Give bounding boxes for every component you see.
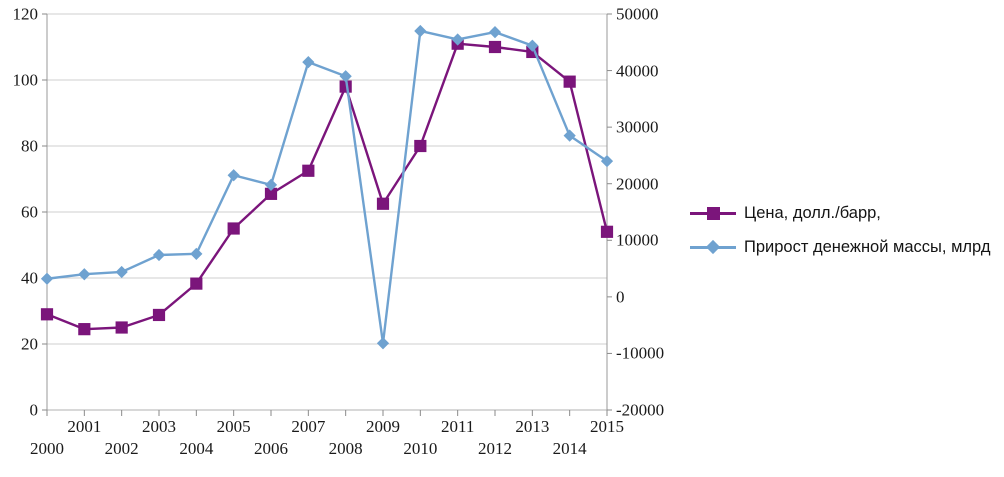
y-left-tick-label: 40 <box>21 268 38 288</box>
x-tick-label: 2004 <box>179 439 214 458</box>
x-tick-label: 2002 <box>104 439 139 458</box>
data-point-marker <box>376 337 390 350</box>
y-left-tick-label: 120 <box>12 4 39 24</box>
y-right-tick-label: -10000 <box>616 343 665 363</box>
data-point-marker <box>339 70 352 83</box>
y-left-tick-label: 0 <box>29 400 39 420</box>
legend-item-price: Цена, долл./барр, <box>690 196 1004 230</box>
series-line <box>45 42 609 331</box>
y-right-tick-label: 0 <box>616 287 625 307</box>
x-tick-label: 2007 <box>291 417 326 436</box>
data-point-marker <box>190 247 203 260</box>
series-line <box>45 29 609 345</box>
data-point-marker <box>227 169 240 182</box>
x-tick-label: 2000 <box>30 439 64 458</box>
y-right-tick-label: 50000 <box>616 4 659 24</box>
data-point-marker <box>227 222 240 235</box>
data-point-marker <box>526 39 539 52</box>
data-point-marker <box>115 265 128 279</box>
legend-label-money-supply: Прирост денежной массы, млрд <box>744 237 991 256</box>
y-right-tick-label: 30000 <box>616 117 659 137</box>
data-point-marker <box>152 248 166 262</box>
x-tick-label: 2014 <box>552 439 587 458</box>
x-tick-label: 2005 <box>216 417 251 436</box>
x-tick-label: 2008 <box>328 439 363 458</box>
series-1 <box>40 37 614 336</box>
data-point-marker <box>302 164 315 177</box>
legend-item-money-supply: Прирост денежной массы, млрд <box>690 230 1004 264</box>
data-point-marker <box>488 40 502 54</box>
y-right-tick-label: 40000 <box>616 61 659 81</box>
chart-legend: Цена, долл./барр, Прирост денежной массы… <box>690 196 1004 264</box>
data-point-marker <box>152 308 166 322</box>
data-point-marker <box>563 75 576 88</box>
data-point-marker <box>40 272 54 285</box>
data-point-marker <box>451 33 464 46</box>
x-tick-label: 2011 <box>440 417 475 436</box>
y-right-tick-label: 20000 <box>616 174 659 194</box>
data-point-marker <box>115 321 128 334</box>
data-point-marker <box>78 323 91 336</box>
data-point-marker <box>414 24 427 38</box>
data-point-marker <box>600 154 614 168</box>
x-tick-label: 2003 <box>142 417 176 436</box>
x-tick-label: 2009 <box>366 417 400 436</box>
y-left-tick-label: 60 <box>21 202 38 222</box>
y-left-tick-label: 80 <box>21 136 38 156</box>
y-left-tick-label: 20 <box>21 334 38 354</box>
data-point-marker <box>264 178 278 191</box>
plot-area <box>40 13 614 416</box>
chart-svg <box>40 13 614 416</box>
data-point-marker <box>78 268 91 281</box>
square-marker-icon <box>690 204 736 222</box>
x-tick-label: 2015 <box>590 417 624 436</box>
data-point-marker <box>40 308 54 321</box>
x-tick-label: 2010 <box>403 439 438 458</box>
y-right-tick-label: 10000 <box>616 230 659 250</box>
diamond-marker-icon <box>690 238 736 256</box>
legend-label-price: Цена, долл./барр, <box>744 203 881 222</box>
data-point-marker <box>563 129 576 142</box>
y-left-tick-label: 100 <box>12 70 39 90</box>
data-point-marker <box>302 55 315 69</box>
series-2 <box>40 24 614 350</box>
x-tick-label: 2012 <box>478 439 512 458</box>
x-tick-label: 2001 <box>67 417 102 436</box>
y-right-tick-label: -20000 <box>616 400 665 420</box>
data-point-marker <box>414 139 427 153</box>
x-tick-label: 2013 <box>515 417 550 436</box>
data-point-marker <box>190 277 203 290</box>
data-point-marker <box>376 197 390 210</box>
x-tick-label: 2006 <box>254 439 288 458</box>
data-point-marker <box>488 25 502 39</box>
data-point-marker <box>600 225 614 238</box>
